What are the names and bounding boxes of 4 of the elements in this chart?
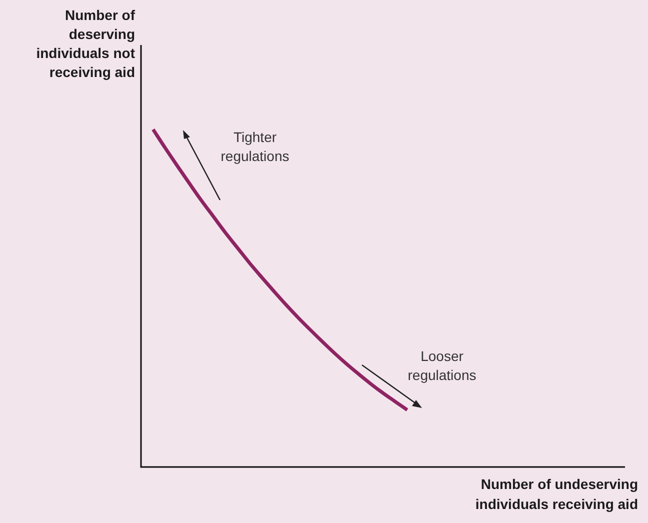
annotation: Looser regulations	[406, 347, 478, 385]
x-axis-title: Number of undeserving individuals receiving aid	[474, 475, 638, 514]
y-axis-title: Number of deserving individuals not receiving aid	[35, 6, 135, 82]
annotation: Tighter regulations	[220, 128, 290, 166]
